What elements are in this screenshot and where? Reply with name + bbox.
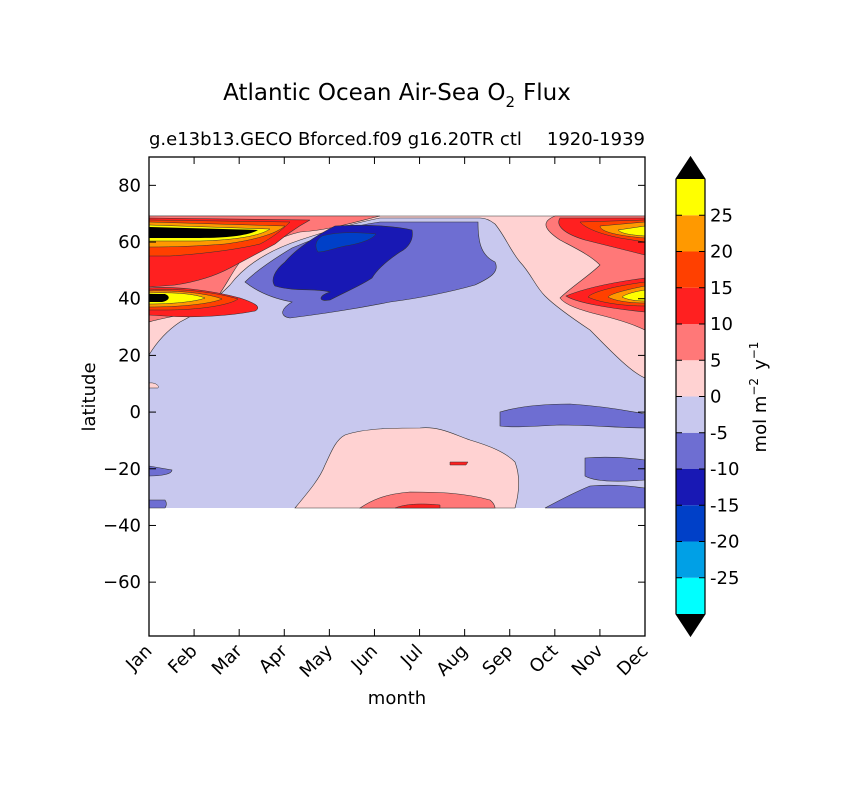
y-axis-label: latitude: [79, 362, 100, 431]
colorbar-tick-label: 15: [710, 278, 733, 299]
contour-level-neg10-neg5-south-east-2: [544, 484, 645, 509]
colorbar-label-exp1: −2: [747, 378, 761, 396]
colorbar-tick-label: 5: [710, 350, 721, 371]
colorbar-segment: [676, 577, 705, 614]
y-tick-label: 80: [118, 175, 141, 196]
y-tick-label: −60: [103, 572, 141, 593]
colorbar-segment: [676, 251, 705, 288]
contour-field: [149, 215, 645, 509]
x-tick-label: Sep: [478, 641, 517, 680]
contour-level-0-5-west-sliver: [149, 382, 159, 389]
colorbar-outline: [675, 155, 706, 638]
contour-level-over-30-north: [149, 227, 258, 238]
y-tick-label: 0: [130, 402, 141, 423]
colorbar-segment: [676, 287, 705, 324]
y-tick-label: −20: [103, 459, 141, 480]
colorbar: -25 -20 -15 -10 -5 0 5 10 15 20 25: [675, 155, 739, 638]
y-axis: 80 60 40 20 0 −20 −40 −60: [103, 175, 645, 593]
colorbar-tick-label: -20: [710, 532, 739, 553]
colorbar-tick-label: 10: [710, 314, 733, 335]
x-axis-label: month: [368, 688, 426, 709]
x-tick-label: Mar: [208, 640, 247, 679]
contour-level-0-5-south: [294, 427, 520, 509]
contour-level-neg10-neg5-south-east-1: [584, 456, 645, 482]
colorbar-tick-label: -5: [710, 423, 728, 444]
x-tick-label: May: [296, 640, 337, 681]
title-end: Flux: [523, 80, 571, 106]
x-tick-label: Jan: [121, 641, 156, 676]
colorbar-tick-label: 20: [710, 242, 733, 263]
x-tick-label: Oct: [525, 641, 562, 678]
contour-level-neg20-neg15-spring: [315, 232, 377, 253]
colorbar-tick-label: -10: [710, 459, 739, 480]
y-tick-label: 60: [118, 232, 141, 253]
colorbar-segment: [676, 396, 705, 433]
x-tick-label: Feb: [164, 641, 201, 678]
contour-level-over-30-midlat: [149, 294, 169, 302]
colorbar-extend-min: [676, 614, 705, 636]
contour-level-neg10-neg5-equatorial-east: [499, 403, 645, 429]
contour-level-neg15-neg10-spring: [272, 224, 413, 301]
colorbar-segment: [676, 469, 705, 506]
contour-level-5-10-south-blip: [449, 461, 469, 466]
contour-level-10-15-south: [394, 503, 441, 509]
plot-area-frame: [148, 156, 646, 637]
y-tick-label: −40: [103, 515, 141, 536]
colorbar-segment: [676, 432, 705, 469]
colorbar-segment: [676, 179, 705, 216]
colorbar-tick-label: 25: [710, 205, 733, 226]
subtitle-right: 1920-1939: [547, 129, 645, 150]
colorbar-segment: [676, 360, 705, 397]
chart-title: Atlantic Ocean Air-Sea O2 Flux: [223, 80, 571, 111]
colorbar-tick-label: 0: [710, 387, 721, 408]
colorbar-label-main: mol m: [750, 396, 771, 453]
x-tick-label: Jun: [347, 641, 382, 676]
title-main: Atlantic Ocean Air-Sea O: [223, 80, 505, 106]
contour-level-neg10-neg5-south-west-2: [149, 499, 167, 509]
contour-level-5-10-south: [359, 491, 496, 509]
x-tick-label: Dec: [613, 641, 652, 680]
x-tick-label: Jul: [396, 641, 427, 672]
colorbar-segment: [676, 541, 705, 578]
colorbar-label-exp2: −1: [747, 342, 761, 360]
x-tick-label: Apr: [255, 640, 292, 677]
colorbar-label: mol m−2 y−1: [747, 342, 771, 453]
colorbar-label-mid: y: [750, 359, 771, 370]
y-tick-label: 20: [118, 345, 141, 366]
x-tick-label: Nov: [568, 640, 608, 680]
y-tick-label: 40: [118, 289, 141, 310]
colorbar-segment: [676, 215, 705, 252]
x-tick-label: Aug: [432, 641, 472, 681]
colorbar-tick-label: -25: [710, 568, 739, 589]
colorbar-tick-label: -15: [710, 495, 739, 516]
colorbar-segment: [676, 505, 705, 542]
subtitle-left: g.e13b13.GECO Bforced.f09 g16.20TR ctl: [149, 129, 522, 150]
colorbar-segment: [676, 324, 705, 361]
colorbar-extend-max: [676, 157, 705, 179]
title-subscript: 2: [505, 93, 515, 111]
